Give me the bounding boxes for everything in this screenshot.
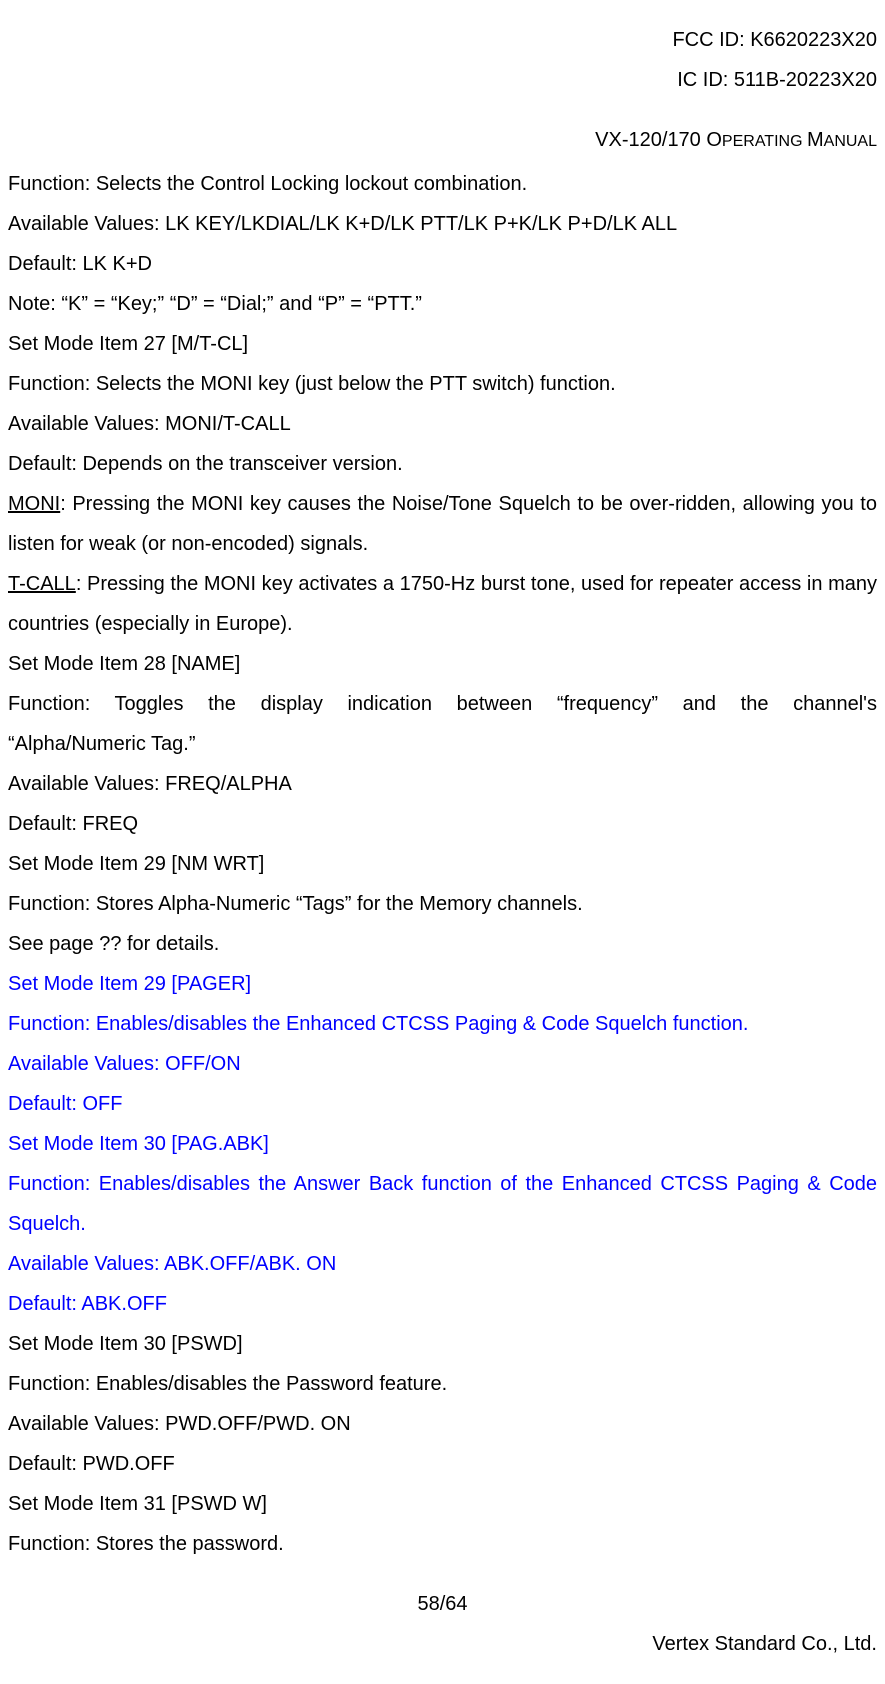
line-item31: Set Mode Item 31 [PSWD W] — [8, 1484, 877, 1524]
line-default-pagabk: Default: ABK.OFF — [8, 1284, 877, 1324]
line-note-lock: Note: “K” = “Key;” “D” = “Dial;” and “P”… — [8, 284, 877, 324]
line-moni-desc: MONI: Pressing the MONI key causes the N… — [8, 484, 877, 564]
line-seepage: See page ?? for details. — [8, 924, 877, 964]
line-values-pswd: Available Values: PWD.OFF/PWD. ON — [8, 1404, 877, 1444]
line-default-pswd: Default: PWD.OFF — [8, 1444, 877, 1484]
header-block: FCC ID: K6620223X20 IC ID: 511B-20223X20 — [8, 20, 877, 100]
moni-text: : Pressing the MONI key causes the Noise… — [8, 493, 877, 555]
line-values-lock: Available Values: LK KEY/LKDIAL/LK K+D/L… — [8, 204, 877, 244]
line-function-pager: Function: Enables/disables the Enhanced … — [8, 1004, 877, 1044]
line-tcall-desc: T-CALL: Pressing the MONI key activates … — [8, 564, 877, 644]
line-item29: Set Mode Item 29 [NM WRT] — [8, 844, 877, 884]
tcall-underline: T-CALL — [8, 573, 76, 595]
company-name: Vertex Standard Co., Ltd. — [8, 1624, 877, 1664]
title-part1: VX-120/170 O — [595, 129, 722, 151]
line-function-pswd: Function: Enables/disables the Password … — [8, 1364, 877, 1404]
line-item28: Set Mode Item 28 [NAME] — [8, 644, 877, 684]
ic-id: IC ID: 511B-20223X20 — [8, 60, 877, 100]
line-values-name: Available Values: FREQ/ALPHA — [8, 764, 877, 804]
line-function-pswdw: Function: Stores the password. — [8, 1524, 877, 1564]
title-part2: PERATING — [722, 133, 807, 150]
line-default-name: Default: FREQ — [8, 804, 877, 844]
line-function-name2: “Alpha/Numeric Tag.” — [8, 724, 877, 764]
fcc-id: FCC ID: K6620223X20 — [8, 20, 877, 60]
line-default-moni: Default: Depends on the transceiver vers… — [8, 444, 877, 484]
line-item30-pswd: Set Mode Item 30 [PSWD] — [8, 1324, 877, 1364]
line-values-pagabk: Available Values: ABK.OFF/ABK. ON — [8, 1244, 877, 1284]
line-item29-pager: Set Mode Item 29 [PAGER] — [8, 964, 877, 1004]
line-default-lock: Default: LK K+D — [8, 244, 877, 284]
line-item27: Set Mode Item 27 [M/T-CL] — [8, 324, 877, 364]
line-values-pager: Available Values: OFF/ON — [8, 1044, 877, 1084]
line-function-moni: Function: Selects the MONI key (just bel… — [8, 364, 877, 404]
line-values-moni: Available Values: MONI/T-CALL — [8, 404, 877, 444]
line-function-lock: Function: Selects the Control Locking lo… — [8, 164, 877, 204]
title-part3: M — [807, 129, 824, 151]
line-function-name1: Function: Toggles the display indication… — [8, 684, 877, 724]
line-function-pagabk: Function: Enables/disables the Answer Ba… — [8, 1164, 877, 1244]
line-default-pager: Default: OFF — [8, 1084, 877, 1124]
tcall-text: : Pressing the MONI key activates a 1750… — [8, 573, 877, 635]
line-item30-pagabk: Set Mode Item 30 [PAG.ABK] — [8, 1124, 877, 1164]
title-part4: ANUAL — [824, 133, 877, 150]
line-function-nmwrt: Function: Stores Alpha-Numeric “Tags” fo… — [8, 884, 877, 924]
page-number: 58/64 — [8, 1584, 877, 1624]
doc-title: VX-120/170 OPERATING MANUAL — [8, 120, 877, 160]
moni-underline: MONI — [8, 493, 60, 515]
